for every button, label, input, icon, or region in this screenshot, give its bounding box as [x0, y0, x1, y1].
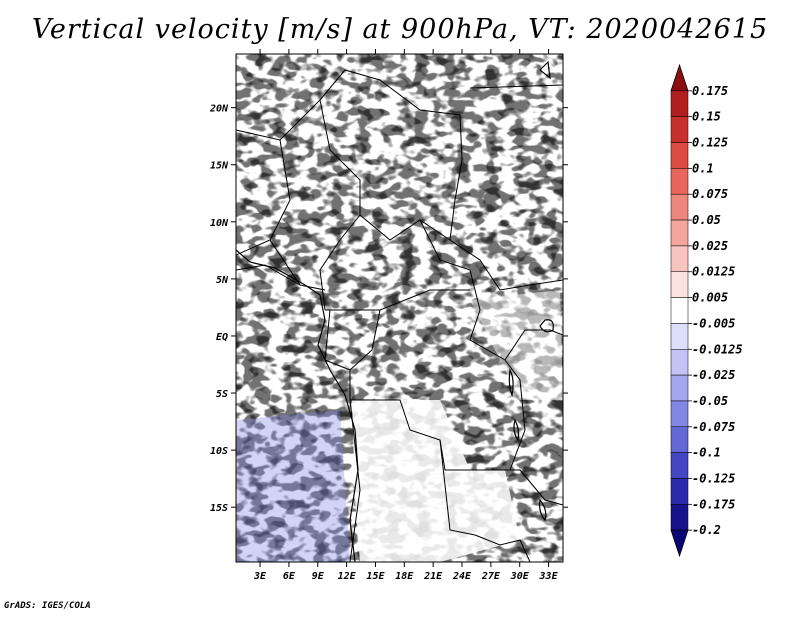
colorbar-segment [670, 478, 689, 505]
lat-label: 5S [216, 389, 228, 400]
colorbar-segment [670, 426, 689, 453]
grads-credit: GrADS: IGES/COLA [4, 601, 91, 611]
colorbar-segment [670, 116, 689, 143]
lon-label: 9E [312, 571, 325, 582]
calm-region-east [470, 290, 563, 400]
lat-label: 15S [210, 503, 228, 514]
colorbar-label: -0.0125 [692, 342, 743, 356]
colorbar-label: 0.05 [692, 213, 721, 227]
colorbar: 0.175 0.15 0.125 0.1 0.075 0.05 0.025 0.0125 0.0… [670, 63, 743, 558]
colorbar-label: -0.005 [692, 316, 735, 330]
lon-label: 12E [338, 571, 357, 582]
colorbar-label: 0.15 [692, 110, 721, 124]
colorbar-segment [670, 142, 689, 169]
lon-label: 18E [395, 571, 414, 582]
colorbar-segment [670, 504, 689, 531]
velocity-field [236, 54, 563, 562]
map-title: Vertical velocity [m/s] at 900hPa, VT: 2… [31, 14, 769, 45]
map-frame [235, 53, 564, 563]
colorbar-segment [670, 297, 689, 324]
calm-region-south [352, 400, 520, 562]
lon-label: 15E [366, 571, 385, 582]
latitude-axis: 20N 15N 10N 5N EQ 5S 10S 15S [209, 104, 568, 514]
lon-label: 6E [283, 571, 296, 582]
colorbar-label: 0.125 [692, 136, 728, 150]
colorbar-bottom-triangle [670, 529, 689, 558]
lon-label: 24E [452, 571, 472, 582]
ocean-region [236, 410, 350, 562]
coastline [236, 249, 359, 562]
colorbar-segment [670, 219, 689, 247]
colorbar-label: -0.175 [692, 497, 735, 511]
country-borders [236, 69, 563, 562]
lon-label: 3E [253, 571, 267, 582]
lon-label: 33E [539, 571, 559, 582]
lat-label: 10S [210, 446, 228, 457]
lakes [508, 60, 554, 522]
lat-label: 20N [209, 104, 229, 115]
colorbar-label: 0.025 [692, 239, 728, 253]
colorbar-label: -0.05 [692, 394, 728, 408]
lat-label: 10N [210, 218, 229, 229]
colorbar-top-triangle [670, 63, 689, 92]
lon-label: 21E [423, 571, 443, 582]
colorbar-label: -0.025 [692, 368, 735, 382]
colorbar-segment [670, 168, 689, 195]
longitude-axis: 3E 6E 9E 12E 15E 18E 21E 24E 27E 30E 33E [253, 49, 559, 582]
colorbar-label: -0.1 [692, 446, 721, 460]
colorbar-segment [670, 349, 689, 376]
colorbar-segment [670, 323, 689, 350]
lon-label: 30E [510, 571, 530, 582]
colorbar-segment [670, 90, 689, 117]
colorbar-label: 0.005 [692, 291, 728, 305]
colorbar-label: -0.075 [692, 420, 735, 434]
colorbar-label: 0.175 [692, 84, 728, 98]
colorbar-segment [670, 245, 689, 272]
colorbar-segment [670, 271, 689, 298]
lat-label: 5N [216, 275, 229, 286]
lat-label: EQ [216, 332, 228, 343]
colorbar-label: 0.0125 [692, 265, 735, 279]
colorbar-segment [670, 400, 689, 428]
colorbar-segment [670, 452, 689, 479]
lat-label: 15N [210, 161, 229, 172]
colorbar-segment [670, 374, 689, 402]
colorbar-label: -0.2 [692, 523, 721, 537]
colorbar-label: 0.1 [692, 161, 714, 175]
lon-label: 27E [481, 571, 501, 582]
colorbar-label: 0.075 [692, 187, 728, 201]
colorbar-label: -0.125 [692, 471, 735, 485]
colorbar-segment [670, 193, 689, 221]
